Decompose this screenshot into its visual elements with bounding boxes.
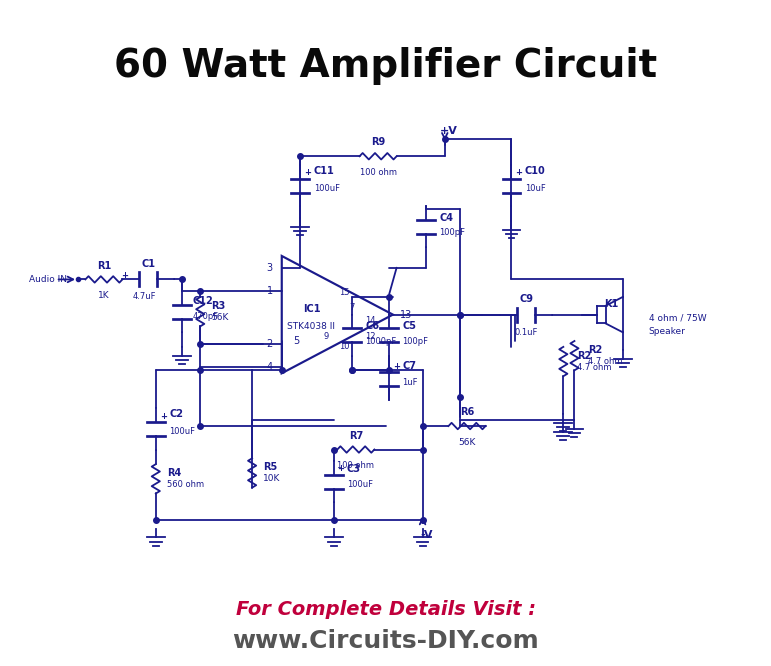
Text: 7: 7 bbox=[349, 303, 355, 312]
Text: C11: C11 bbox=[314, 166, 335, 176]
Text: IC1: IC1 bbox=[303, 304, 320, 314]
Text: C1: C1 bbox=[141, 259, 156, 269]
Text: C7: C7 bbox=[402, 361, 416, 371]
Text: STK4038 II: STK4038 II bbox=[288, 322, 335, 331]
Text: 12: 12 bbox=[365, 332, 376, 342]
Text: +: + bbox=[305, 168, 311, 177]
Text: K1: K1 bbox=[604, 299, 618, 309]
Text: C9: C9 bbox=[520, 294, 534, 304]
Text: www.Circuits-DIY.com: www.Circuits-DIY.com bbox=[232, 629, 539, 653]
Text: R9: R9 bbox=[371, 137, 386, 147]
Text: C6: C6 bbox=[365, 321, 379, 332]
Text: R6: R6 bbox=[460, 407, 474, 417]
Text: 4: 4 bbox=[267, 362, 273, 372]
Text: +: + bbox=[338, 464, 345, 474]
Text: +V: +V bbox=[439, 126, 457, 136]
Text: 100pF: 100pF bbox=[402, 336, 429, 346]
Text: 1000pF: 1000pF bbox=[365, 336, 397, 346]
Text: 56K: 56K bbox=[211, 313, 229, 322]
Text: 15: 15 bbox=[339, 288, 350, 297]
Text: C10: C10 bbox=[525, 166, 546, 176]
Text: 100 ohm: 100 ohm bbox=[359, 168, 396, 177]
Text: 100uF: 100uF bbox=[314, 184, 339, 193]
Text: +: + bbox=[160, 412, 167, 420]
Text: R2: R2 bbox=[588, 345, 602, 355]
Text: 560 ohm: 560 ohm bbox=[167, 480, 204, 490]
Text: 100uF: 100uF bbox=[347, 480, 373, 490]
Text: R5: R5 bbox=[263, 462, 278, 472]
Text: 56K: 56K bbox=[458, 438, 476, 447]
Text: For Complete Details Visit :: For Complete Details Visit : bbox=[235, 600, 536, 619]
Text: 0.1uF: 0.1uF bbox=[514, 328, 538, 336]
Text: 100uF: 100uF bbox=[169, 428, 195, 436]
Text: C12: C12 bbox=[193, 296, 214, 306]
Text: 1: 1 bbox=[267, 286, 273, 296]
Text: 470pF: 470pF bbox=[193, 312, 219, 321]
Text: C2: C2 bbox=[169, 410, 183, 420]
Text: Speaker: Speaker bbox=[648, 326, 685, 336]
Text: 1uF: 1uF bbox=[402, 378, 418, 386]
Text: 4.7 ohm: 4.7 ohm bbox=[577, 363, 611, 372]
Text: 1K: 1K bbox=[98, 291, 109, 300]
Text: C3: C3 bbox=[347, 464, 361, 474]
Text: 4.7uF: 4.7uF bbox=[133, 292, 157, 301]
Text: -V: -V bbox=[420, 530, 433, 540]
Text: R3: R3 bbox=[211, 301, 226, 311]
Text: Audio IN: Audio IN bbox=[29, 275, 67, 284]
Text: 9: 9 bbox=[324, 332, 329, 342]
Text: 5: 5 bbox=[294, 336, 300, 346]
Text: 3: 3 bbox=[267, 262, 273, 272]
Text: C4: C4 bbox=[439, 213, 453, 223]
Text: 60 Watt Amplifier Circuit: 60 Watt Amplifier Circuit bbox=[114, 47, 657, 85]
Text: R4: R4 bbox=[167, 468, 181, 478]
Text: 10: 10 bbox=[339, 342, 350, 352]
Text: +: + bbox=[393, 362, 400, 371]
Text: R7: R7 bbox=[348, 431, 363, 441]
Text: 100 ohm: 100 ohm bbox=[338, 462, 375, 470]
Text: 4.7 ohm: 4.7 ohm bbox=[588, 357, 622, 366]
Text: C5: C5 bbox=[402, 321, 416, 332]
Text: 14: 14 bbox=[365, 316, 376, 325]
Text: R1: R1 bbox=[97, 260, 111, 270]
Text: 2: 2 bbox=[267, 339, 273, 349]
Text: 13: 13 bbox=[400, 310, 412, 320]
Text: 4 ohm / 75W: 4 ohm / 75W bbox=[648, 313, 706, 322]
Text: R2: R2 bbox=[577, 351, 591, 361]
Text: +: + bbox=[515, 168, 523, 177]
Text: 10K: 10K bbox=[263, 474, 281, 484]
Text: +: + bbox=[121, 272, 128, 280]
Text: 100pF: 100pF bbox=[439, 228, 466, 237]
Text: 10uF: 10uF bbox=[525, 184, 546, 193]
